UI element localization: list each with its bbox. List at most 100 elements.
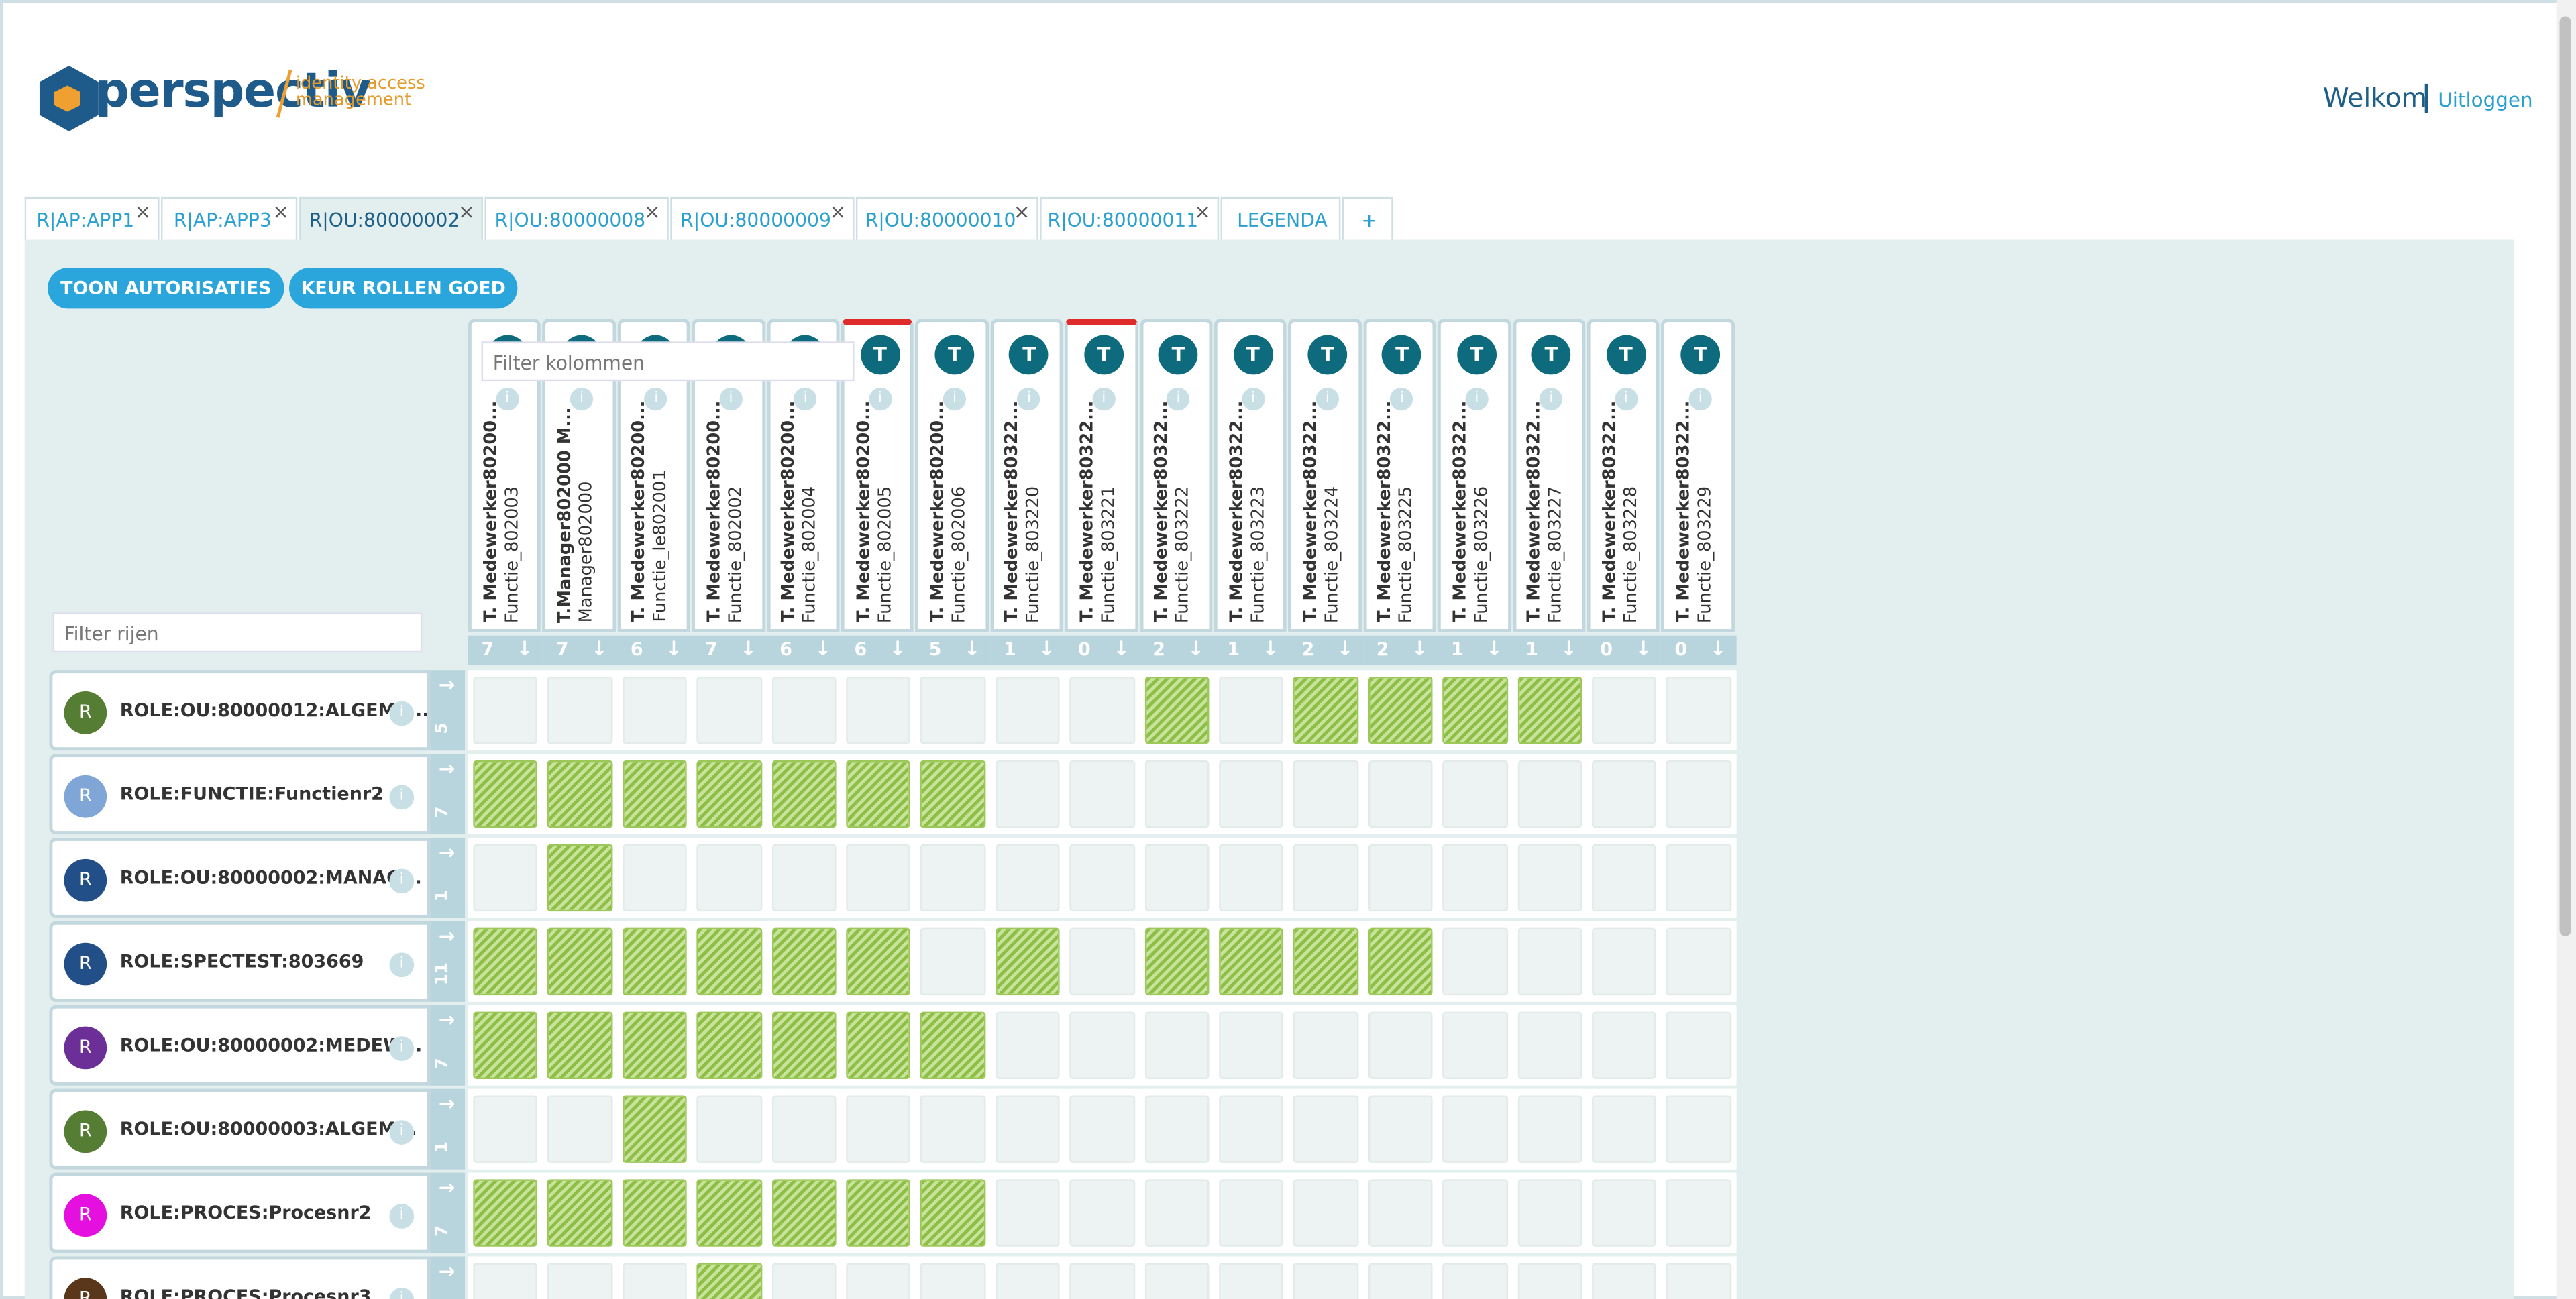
matrix-cell[interactable] (1666, 1263, 1731, 1299)
matrix-cell[interactable] (1219, 1179, 1284, 1247)
tab[interactable]: R|OU:80000002 × (299, 196, 484, 242)
matrix-cell[interactable] (846, 1011, 911, 1079)
matrix-cell[interactable] (473, 760, 538, 828)
matrix-cell[interactable] (1517, 760, 1582, 828)
tab[interactable]: R|OU:80000009 × (670, 196, 855, 242)
info-icon[interactable]: i (389, 952, 415, 978)
matrix-cell[interactable] (1592, 844, 1657, 912)
tab[interactable]: R|OU:80000008 × (484, 196, 669, 242)
matrix-cell[interactable] (1144, 1095, 1210, 1163)
matrix-cell[interactable] (920, 760, 985, 828)
matrix-cell[interactable] (846, 676, 911, 744)
tab-close[interactable]: × (643, 200, 661, 224)
info-icon[interactable]: i (570, 387, 594, 411)
sort-arrow[interactable]: ↓ (516, 637, 533, 661)
tab-close[interactable]: × (134, 200, 152, 224)
matrix-cell[interactable] (1592, 760, 1657, 828)
matrix-cell[interactable] (1368, 1179, 1433, 1247)
matrix-cell[interactable] (622, 1179, 688, 1247)
matrix-cell[interactable] (547, 760, 612, 828)
info-icon[interactable]: i (389, 701, 415, 726)
matrix-cell[interactable] (473, 1011, 538, 1079)
sort-arrow[interactable]: ↓ (590, 637, 608, 661)
matrix-cell[interactable] (995, 1179, 1061, 1247)
matrix-cell[interactable] (1219, 1263, 1284, 1299)
matrix-cell[interactable] (1069, 1179, 1135, 1247)
info-icon[interactable]: i (719, 387, 743, 411)
matrix-cell[interactable] (1144, 676, 1210, 744)
matrix-cell[interactable] (771, 927, 837, 996)
matrix-cell[interactable] (1592, 1095, 1657, 1163)
matrix-cell[interactable] (1144, 1011, 1210, 1079)
matrix-cell[interactable] (1368, 676, 1433, 744)
matrix-cell[interactable] (696, 844, 762, 912)
matrix-cell[interactable] (473, 1095, 538, 1163)
row-label[interactable]: R ROLE:OU:80000002:MANAG... i (49, 837, 431, 918)
info-icon[interactable]: i (1167, 387, 1190, 411)
sort-arrow[interactable]: → (438, 1092, 455, 1115)
matrix-cell[interactable] (1293, 676, 1358, 744)
info-icon[interactable]: i (1316, 387, 1340, 411)
matrix-cell[interactable] (920, 1179, 985, 1247)
row-label[interactable]: R ROLE:PROCES:Procesnr3 i (49, 1256, 431, 1299)
sort-arrow[interactable]: → (438, 924, 455, 948)
matrix-cell[interactable] (1069, 844, 1135, 912)
matrix-cell[interactable] (1368, 927, 1433, 996)
matrix-cell[interactable] (920, 676, 985, 744)
matrix-cell[interactable] (1069, 676, 1135, 744)
matrix-cell[interactable] (1144, 927, 1210, 996)
matrix-cell[interactable] (1219, 1011, 1284, 1079)
matrix-cell[interactable] (1442, 844, 1508, 912)
matrix-cell[interactable] (846, 760, 911, 828)
sort-arrow[interactable]: ↓ (1411, 637, 1428, 661)
info-icon[interactable]: i (1092, 387, 1116, 411)
info-icon[interactable]: i (794, 387, 817, 411)
matrix-cell[interactable] (1293, 927, 1358, 996)
matrix-cell[interactable] (696, 676, 762, 744)
sort-arrow[interactable]: ↓ (1486, 637, 1503, 661)
sort-arrow[interactable]: ↓ (1635, 637, 1652, 661)
matrix-cell[interactable] (547, 1179, 612, 1247)
matrix-cell[interactable] (1442, 676, 1508, 744)
row-label[interactable]: R ROLE:OU:80000012:ALGEME... i (49, 670, 431, 751)
matrix-cell[interactable] (1219, 844, 1284, 912)
matrix-cell[interactable] (1666, 676, 1731, 744)
tab[interactable]: LEGENDA (1220, 196, 1341, 242)
info-icon[interactable]: i (1018, 387, 1041, 411)
matrix-cell[interactable] (846, 927, 911, 996)
sort-arrow[interactable]: ↓ (1336, 637, 1354, 661)
matrix-cell[interactable] (920, 1095, 985, 1163)
matrix-cell[interactable] (622, 1263, 688, 1299)
matrix-cell[interactable] (547, 927, 612, 996)
matrix-cell[interactable] (1592, 1263, 1657, 1299)
matrix-cell[interactable] (1368, 1263, 1433, 1299)
matrix-cell[interactable] (1368, 844, 1433, 912)
info-icon[interactable]: i (1391, 387, 1414, 411)
matrix-cell[interactable] (1368, 1011, 1433, 1079)
matrix-cell[interactable] (771, 844, 837, 912)
matrix-cell[interactable] (771, 1179, 837, 1247)
sort-arrow[interactable]: ↓ (889, 637, 906, 661)
matrix-cell[interactable] (622, 844, 688, 912)
matrix-cell[interactable] (622, 1095, 688, 1163)
matrix-cell[interactable] (473, 927, 538, 996)
matrix-cell[interactable] (473, 844, 538, 912)
matrix-cell[interactable] (995, 844, 1061, 912)
tab-close[interactable]: × (829, 200, 847, 224)
info-icon[interactable]: i (1540, 387, 1563, 411)
sort-arrow[interactable]: ↓ (1038, 637, 1055, 661)
matrix-cell[interactable] (547, 844, 612, 912)
matrix-cell[interactable] (622, 1011, 688, 1079)
matrix-cell[interactable] (1517, 1179, 1582, 1247)
info-icon[interactable]: i (495, 387, 519, 411)
info-icon[interactable]: i (1465, 387, 1489, 411)
matrix-cell[interactable] (547, 676, 612, 744)
matrix-cell[interactable] (1219, 760, 1284, 828)
matrix-cell[interactable] (1069, 760, 1135, 828)
info-icon[interactable]: i (389, 1036, 415, 1062)
